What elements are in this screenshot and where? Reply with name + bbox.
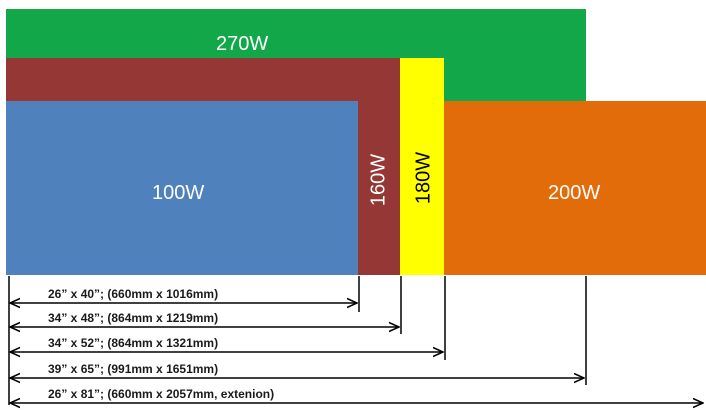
dimension-row: 39” x 65”; (991mm x 1651mm): [10, 276, 587, 385]
dimension-row: 26” x 81”; (660mm x 2057mm, extenion): [10, 387, 703, 403]
dimension-label: 34” x 52”; (864mm x 1321mm): [48, 336, 218, 350]
dimension-label: 26” x 40”; (660mm x 1016mm): [48, 287, 218, 301]
block-180w-label: 180W: [412, 152, 434, 204]
dimension-row: 34” x 52”; (864mm x 1321mm): [10, 276, 446, 360]
dimension-row: 34” x 48”; (864mm x 1219mm): [10, 276, 402, 334]
dimension-label: 39” x 65”; (991mm x 1651mm): [48, 362, 218, 376]
dimension-label: 26” x 81”; (660mm x 2057mm, extenion): [48, 387, 274, 401]
block-270w-label: 270W: [216, 33, 269, 55]
block-100w: 100W: [6, 101, 358, 275]
block-180w: [400, 58, 444, 275]
block-200w: 200W: [444, 101, 706, 275]
dimension-label: 34” x 48”; (864mm x 1219mm): [48, 311, 218, 325]
block-200w-label: 200W: [548, 182, 601, 204]
block-100w-label: 100W: [152, 182, 205, 204]
block-160w-label: 160W: [367, 154, 389, 206]
dimension-row: 26” x 40”; (660mm x 1016mm): [10, 276, 360, 312]
